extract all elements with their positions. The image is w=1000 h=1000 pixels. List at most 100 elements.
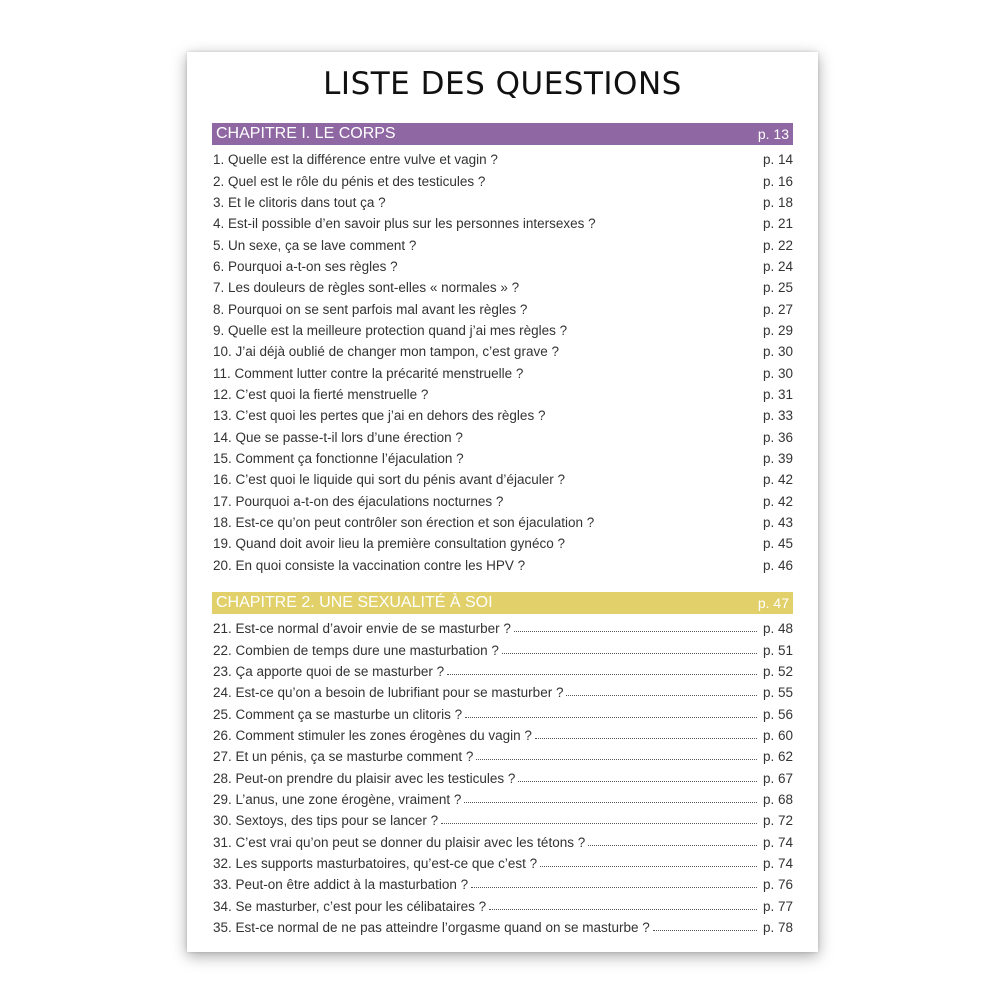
question-text: 24. Est-ce qu’on a besoin de lubrifiant … xyxy=(213,685,564,701)
question-text: 26. Comment stimuler les zones érogènes … xyxy=(213,727,532,743)
leader xyxy=(566,695,757,697)
question-row: 27. Et un pénis, ça se masturbe comment … xyxy=(213,746,793,767)
question-text: 25. Comment ça se masturbe un clitoris ? xyxy=(213,706,463,722)
question-text: 28. Peut-on prendre du plaisir avec les … xyxy=(213,770,516,786)
question-page: p. 67 xyxy=(762,770,793,786)
question-row: 22. Combien de temps dure une masturbati… xyxy=(213,639,793,660)
leader xyxy=(540,865,757,867)
question-row: 9. Quelle est la meilleure protection qu… xyxy=(213,320,793,341)
question-row: 19. Quand doit avoir lieu la première co… xyxy=(213,533,793,554)
leader xyxy=(588,844,757,846)
question-page: p. 31 xyxy=(762,386,793,402)
leader xyxy=(464,801,757,803)
question-page: p. 21 xyxy=(762,216,793,232)
question-page: p. 74 xyxy=(762,855,793,871)
question-row: 30. Sextoys, des tips pour se lancer ? p.… xyxy=(213,810,793,831)
question-row: 32. Les supports masturbatoires, qu’est-… xyxy=(213,853,793,874)
question-page: p. 78 xyxy=(762,919,793,935)
question-page: p. 30 xyxy=(762,344,793,360)
question-page: p. 72 xyxy=(762,813,793,829)
question-row: 1. Quelle est la différence entre vulve … xyxy=(213,149,793,170)
question-page: p. 22 xyxy=(762,237,793,253)
question-text: 17. Pourquoi a-t-on des éjaculations noc… xyxy=(213,493,504,509)
question-page: p. 76 xyxy=(762,877,793,893)
question-row: 11. Comment lutter contre la précarité m… xyxy=(213,362,793,383)
question-page: p. 36 xyxy=(762,429,793,445)
question-row: 17. Pourquoi a-t-on des éjaculations noc… xyxy=(213,491,793,512)
question-text: 8. Pourquoi on se sent parfois mal avant… xyxy=(213,301,528,317)
question-text: 29. L’anus, une zone érogène, vraiment ? xyxy=(213,791,462,807)
chapter-2-questions: 21. Est-ce normal d’avoir envie de se ma… xyxy=(213,618,793,938)
question-page: p. 48 xyxy=(762,621,793,637)
question-text: 19. Quand doit avoir lieu la première co… xyxy=(213,536,565,552)
question-page: p. 52 xyxy=(762,663,793,679)
question-text: 13. C’est quoi les pertes que j’ai en de… xyxy=(213,408,546,424)
leader xyxy=(441,823,757,825)
question-text: 9. Quelle est la meilleure protection qu… xyxy=(213,322,568,338)
question-page: p. 74 xyxy=(762,834,793,850)
question-page: p. 55 xyxy=(762,685,793,701)
question-row: 24. Est-ce qu’on a besoin de lubrifiant … xyxy=(213,682,793,703)
question-row: 5. Un sexe, ça se lave comment ? p. 22 xyxy=(213,234,793,255)
question-text: 23. Ça apporte quoi de se masturber ? xyxy=(213,663,445,679)
question-text: 20. En quoi consiste la vaccination cont… xyxy=(213,557,526,573)
question-row: 16. C’est quoi le liquide qui sort du pé… xyxy=(213,469,793,490)
question-text: 31. C’est vrai qu’on peut se donner du p… xyxy=(213,834,586,850)
question-row: 31. C’est vrai qu’on peut se donner du p… xyxy=(213,831,793,852)
question-text: 27. Et un pénis, ça se masturbe comment … xyxy=(213,749,474,765)
question-row: 8. Pourquoi on se sent parfois mal avant… xyxy=(213,298,793,319)
question-page: p. 42 xyxy=(762,472,793,488)
question-row: 26. Comment stimuler les zones érogènes … xyxy=(213,725,793,746)
question-row: 3. Et le clitoris dans tout ça ? p. 18 xyxy=(213,192,793,213)
question-text: 14. Que se passe-t-il lors d’une érectio… xyxy=(213,429,463,445)
question-page: p. 62 xyxy=(762,749,793,765)
question-text: 7. Les douleurs de règles sont-elles « n… xyxy=(213,280,520,296)
question-text: 4. Est-il possible d’en savoir plus sur … xyxy=(213,216,596,232)
question-page: p. 68 xyxy=(762,791,793,807)
question-text: 5. Un sexe, ça se lave comment ? xyxy=(213,237,417,253)
chapter-page: p. 47 xyxy=(757,595,789,611)
question-text: 11. Comment lutter contre la précarité m… xyxy=(213,365,524,381)
question-page: p. 43 xyxy=(762,515,793,531)
question-row: 10. J’ai déjà oublié de changer mon tamp… xyxy=(213,341,793,362)
leader xyxy=(489,908,757,910)
question-page: p. 14 xyxy=(762,152,793,168)
question-text: 10. J’ai déjà oublié de changer mon tamp… xyxy=(213,344,559,360)
question-page: p. 27 xyxy=(762,301,793,317)
leader xyxy=(476,759,757,761)
question-page: p. 51 xyxy=(762,642,793,658)
question-text: 1. Quelle est la différence entre vulve … xyxy=(213,152,498,168)
question-row: 33. Peut-on être addict à la masturbatio… xyxy=(213,874,793,895)
question-text: 33. Peut-on être addict à la masturbatio… xyxy=(213,877,469,893)
question-text: 12. C’est quoi la fierté menstruelle ? xyxy=(213,386,429,402)
chapter-2-header: CHAPITRE 2. UNE SEXUALITÉ À SOI p. 47 xyxy=(212,592,793,614)
question-row: 6. Pourquoi a-t-on ses règles ? p. 24 xyxy=(213,256,793,277)
question-page: p. 30 xyxy=(762,365,793,381)
question-page: p. 42 xyxy=(762,493,793,509)
question-page: p. 18 xyxy=(762,194,793,210)
question-page: p. 29 xyxy=(762,322,793,338)
question-page: p. 33 xyxy=(762,408,793,424)
page-title: LISTE DES QUESTIONS xyxy=(323,66,682,102)
question-text: 18. Est-ce qu’on peut contrôler son érec… xyxy=(213,515,595,531)
question-page: p. 24 xyxy=(762,258,793,274)
question-text: 15. Comment ça fonctionne l’éjaculation … xyxy=(213,450,464,466)
leader xyxy=(465,716,757,718)
question-page: p. 60 xyxy=(762,727,793,743)
question-text: 6. Pourquoi a-t-on ses règles ? xyxy=(213,258,398,274)
question-row: 28. Peut-on prendre du plaisir avec les … xyxy=(213,767,793,788)
leader xyxy=(518,780,757,782)
question-row: 34. Se masturber, c’est pour les célibat… xyxy=(213,895,793,916)
question-row: 15. Comment ça fonctionne l’éjaculation … xyxy=(213,448,793,469)
question-text: 35. Est-ce normal de ne pas atteindre l’… xyxy=(213,919,650,935)
leader xyxy=(534,737,757,739)
question-page: p. 56 xyxy=(762,706,793,722)
chapter-page: p. 13 xyxy=(757,126,789,142)
leader xyxy=(501,652,757,654)
question-text: 30. Sextoys, des tips pour se lancer ? xyxy=(213,813,439,829)
question-text: 32. Les supports masturbatoires, qu’est-… xyxy=(213,855,538,871)
question-row: 35. Est-ce normal de ne pas atteindre l’… xyxy=(213,917,793,938)
question-row: 29. L’anus, une zone érogène, vraiment ?… xyxy=(213,789,793,810)
question-page: p. 46 xyxy=(762,557,793,573)
question-row: 23. Ça apporte quoi de se masturber ? p. … xyxy=(213,661,793,682)
